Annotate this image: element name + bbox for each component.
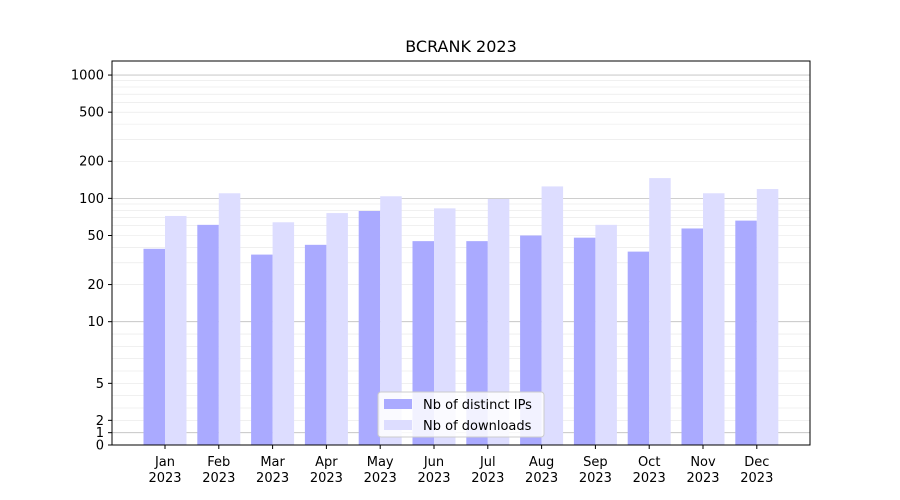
bar-downloads (380, 196, 402, 445)
y-tick-label: 1 (96, 426, 104, 441)
bar-downloads (541, 186, 564, 445)
x-tick-label: Jan 2023 (148, 455, 181, 486)
bar-downloads (434, 208, 456, 445)
x-tick-label: Jun 2023 (417, 455, 450, 486)
bar-downloads (326, 213, 348, 445)
x-tick-label: May 2023 (364, 455, 397, 486)
y-tick-label: 0 (96, 439, 104, 454)
x-tick-label: Aug 2023 (525, 455, 558, 486)
y-tick-label: 1000 (71, 69, 104, 84)
y-tick-label: 200 (79, 155, 104, 170)
y-tick-label: 20 (87, 278, 104, 293)
y-axis: 012 5 10 20 50 100 200 500 1000 (71, 69, 112, 454)
bar-downloads (165, 215, 187, 445)
bar-distinct-ips (197, 224, 219, 445)
bar-downloads (218, 193, 241, 445)
legend-swatch (384, 399, 412, 409)
bar-distinct-ips (681, 228, 703, 445)
legend-box (377, 391, 545, 438)
y-tick-label: 5 (96, 377, 104, 392)
bar-distinct-ips (627, 251, 650, 445)
bar-downloads (756, 189, 779, 445)
x-axis: Jan 2023 Feb 2023 Mar 2023 Apr 2023 May 2023 Jun 20… (148, 445, 773, 486)
x-tick-label: Mar 2023 (256, 455, 289, 486)
bar-distinct-ips (143, 248, 165, 445)
x-tick-label: Feb 2023 (202, 455, 235, 486)
bar-distinct-ips (251, 254, 273, 445)
y-tick-label: 500 (79, 106, 104, 121)
x-tick-label: Oct 2023 (633, 455, 666, 486)
bar-downloads (595, 224, 617, 445)
legend: Nb of distinct IPs Nb of downloads (377, 391, 545, 438)
legend-swatch (384, 420, 412, 430)
y-tick-label: 100 (79, 192, 104, 207)
x-tick-label: Apr 2023 (310, 455, 343, 486)
legend-entry: Nb of downloads (423, 419, 532, 434)
bar-distinct-ips (573, 237, 596, 445)
bar-downloads (703, 193, 725, 445)
x-tick-label: Nov 2023 (686, 455, 719, 486)
y-tick-label: 50 (87, 229, 104, 244)
bar-distinct-ips (358, 210, 381, 445)
bar-downloads (487, 198, 510, 445)
y-tick-label: 10 (87, 315, 104, 330)
legend-entry: Nb of distinct IPs (423, 398, 532, 413)
bar-distinct-ips (735, 220, 757, 445)
bar-downloads (649, 178, 671, 446)
y-tick-label: 2 (96, 414, 104, 429)
x-tick-label: Dec 2023 (740, 455, 773, 486)
x-tick-label: Jul 2023 (471, 455, 504, 486)
bar-distinct-ips (304, 244, 327, 445)
plot-frame (111, 60, 811, 446)
x-tick-label: Sep 2023 (579, 455, 612, 486)
chart-title: BCRANK 2023 (405, 37, 517, 56)
bar-downloads (272, 222, 295, 445)
